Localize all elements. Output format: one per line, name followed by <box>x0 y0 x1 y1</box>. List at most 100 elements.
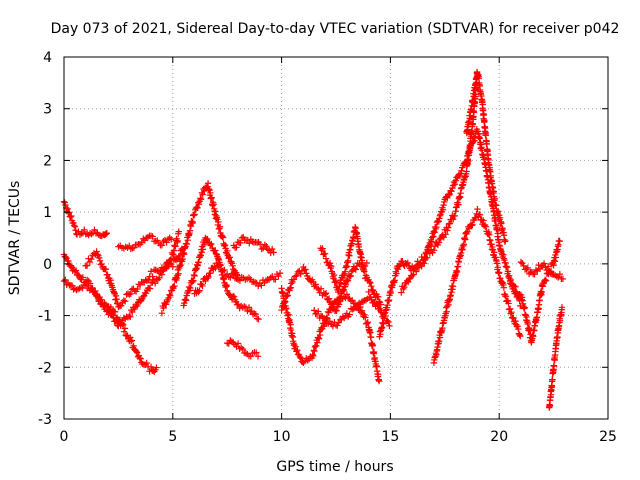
data-point <box>448 188 455 195</box>
data-point <box>93 248 100 255</box>
data-point <box>523 266 530 273</box>
data-point <box>133 348 140 355</box>
data-point <box>330 271 338 279</box>
data-point <box>542 276 549 284</box>
data-point <box>462 236 469 243</box>
data-point <box>172 243 179 250</box>
y-tick-label: -2 <box>38 360 52 376</box>
data-point <box>358 307 366 314</box>
data-point <box>107 277 114 284</box>
data-point <box>207 241 214 249</box>
data-point <box>444 224 452 231</box>
data-point <box>146 285 154 292</box>
data-point <box>240 233 247 241</box>
series-track-18 <box>463 68 509 245</box>
data-point <box>540 260 548 267</box>
x-tick-label: 20 <box>490 429 508 445</box>
data-point <box>198 249 206 256</box>
data-point <box>97 296 104 304</box>
data-point <box>375 293 382 300</box>
data-point <box>387 289 395 297</box>
data-point <box>127 338 135 345</box>
data-point <box>332 277 340 285</box>
data-point <box>433 223 440 231</box>
data-point <box>127 290 134 297</box>
data-point <box>88 230 95 238</box>
data-point <box>62 201 69 209</box>
data-point <box>293 272 300 279</box>
data-point <box>445 191 453 199</box>
data-point <box>72 227 79 234</box>
data-point <box>153 364 160 371</box>
data-point <box>449 283 457 290</box>
data-point <box>64 205 71 213</box>
data-point <box>217 261 224 269</box>
y-tick-label: 1 <box>43 205 52 221</box>
data-point <box>233 244 240 251</box>
data-point <box>312 342 320 350</box>
data-point <box>337 297 344 305</box>
data-point <box>287 321 294 328</box>
data-point <box>364 319 372 326</box>
data-point <box>126 312 133 320</box>
x-tick-label: 15 <box>381 429 399 445</box>
data-point <box>482 223 490 230</box>
data-point <box>496 269 503 276</box>
data-point <box>405 278 412 286</box>
data-point <box>88 255 95 263</box>
data-point <box>365 288 372 296</box>
data-point <box>493 202 500 209</box>
y-tick-label: -3 <box>38 412 52 428</box>
data-point <box>380 320 387 328</box>
data-point <box>194 204 201 212</box>
data-point <box>343 276 351 284</box>
data-point <box>197 252 204 259</box>
data-point <box>294 346 301 354</box>
series-track-9 <box>224 337 262 360</box>
data-point <box>481 117 488 125</box>
data-point <box>102 230 110 238</box>
data-point <box>508 308 515 316</box>
data-point <box>514 323 521 330</box>
data-point <box>349 297 356 304</box>
data-point <box>204 275 211 282</box>
data-point <box>113 295 120 303</box>
series-track-20 <box>517 258 567 283</box>
data-point <box>507 276 514 284</box>
data-point <box>160 304 167 312</box>
data-point <box>128 337 136 344</box>
data-point <box>335 301 343 308</box>
data-point <box>67 213 74 221</box>
data-point <box>322 290 330 297</box>
data-point <box>196 287 203 294</box>
x-tick-label: 25 <box>599 429 617 445</box>
data-point <box>95 254 103 262</box>
data-point <box>422 255 429 262</box>
data-point <box>91 226 98 234</box>
data-point <box>107 303 114 311</box>
data-point <box>189 218 196 226</box>
data-point <box>451 212 459 220</box>
data-point <box>435 338 443 345</box>
data-point <box>215 218 222 226</box>
data-point <box>94 251 101 258</box>
data-point <box>292 273 299 280</box>
data-point <box>521 304 528 311</box>
series-track-10 <box>230 233 277 257</box>
data-point <box>542 277 550 284</box>
data-point <box>156 274 163 282</box>
data-point <box>321 250 329 257</box>
data-point <box>287 284 294 291</box>
series-track-5 <box>115 232 175 253</box>
data-point <box>476 135 483 142</box>
data-point <box>448 288 455 296</box>
data-point <box>346 252 353 259</box>
data-point <box>103 229 110 237</box>
data-point <box>62 276 69 284</box>
data-point <box>336 294 343 301</box>
data-point <box>502 237 509 245</box>
data-point <box>71 268 79 275</box>
data-point <box>197 195 204 202</box>
data-point <box>81 282 88 289</box>
data-point <box>143 277 151 285</box>
